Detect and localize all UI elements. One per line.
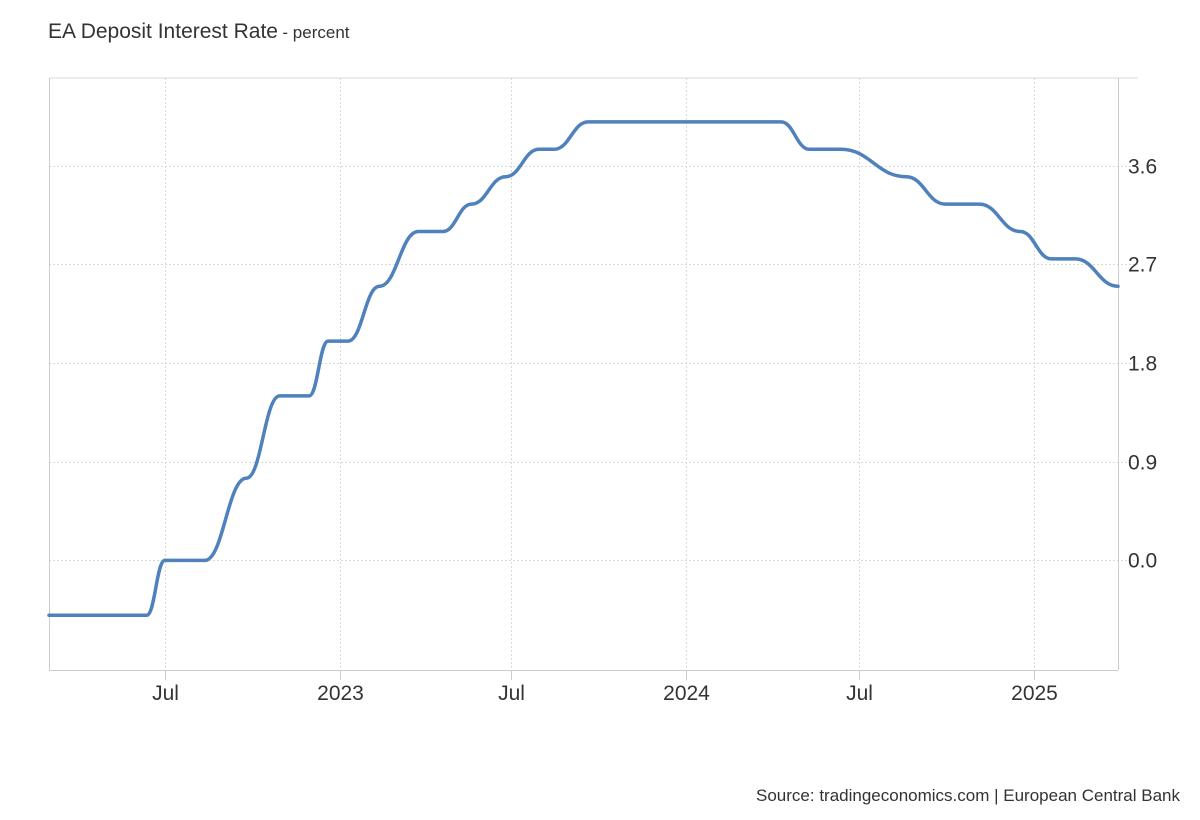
x-tick-label: Jul bbox=[152, 682, 179, 705]
y-tick-label: 1.8 bbox=[1128, 353, 1157, 376]
y-tick-label: 3.6 bbox=[1128, 156, 1157, 179]
source-note: Source: tradingeconomics.com | European … bbox=[756, 786, 1180, 805]
series-line bbox=[47, 120, 1120, 617]
chart-subtitle: - percent bbox=[282, 23, 350, 42]
chart-title-block: EA Deposit Interest Rate - percent bbox=[48, 20, 350, 44]
x-tick-label: 2024 bbox=[663, 682, 710, 705]
chart-title: EA Deposit Interest Rate bbox=[48, 20, 278, 43]
y-tick-label: 0.0 bbox=[1128, 550, 1157, 573]
y-tick-label: 0.9 bbox=[1128, 452, 1157, 475]
y-tick-label: 2.7 bbox=[1128, 254, 1157, 277]
x-tick-label: Jul bbox=[498, 682, 525, 705]
x-tick-label: 2023 bbox=[317, 682, 364, 705]
x-tick-label: Jul bbox=[846, 682, 873, 705]
x-tick-label: 2025 bbox=[1011, 682, 1058, 705]
line-chart: 0.0 0.9 1.8 2.7 3.6 Jul 2023 Jul 2024 Jul 2025 bbox=[47, 77, 1157, 705]
